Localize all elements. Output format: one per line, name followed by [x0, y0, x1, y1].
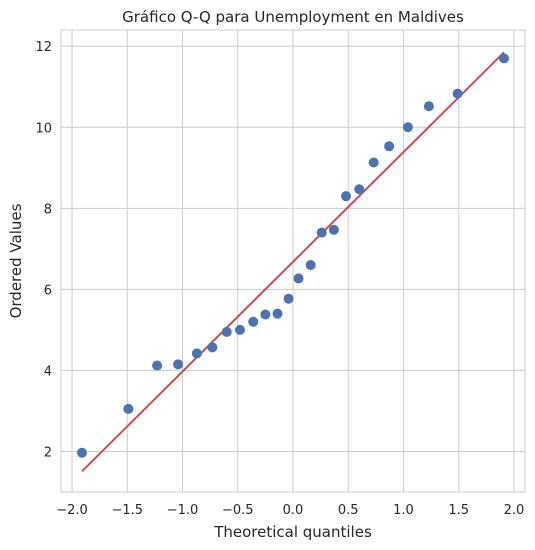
data-point	[272, 308, 283, 319]
data-point	[368, 157, 379, 168]
reference-line-layer	[81, 51, 505, 473]
x-axis-ticks: −2.0 −1.5 −1.0 −0.5 0.0 0.5 1.0 1.5 2.0	[56, 503, 524, 518]
y-axis-ticks: 2 4 6 8 10 12	[35, 40, 52, 460]
x-tick-label: −2.0	[56, 503, 88, 518]
x-tick-label: −1.0	[167, 503, 199, 518]
x-tick-label: 1.5	[448, 503, 469, 518]
data-point	[283, 293, 294, 304]
data-point	[173, 359, 184, 370]
y-tick-label: 4	[44, 364, 52, 379]
data-point	[384, 141, 395, 152]
data-point	[354, 184, 365, 195]
x-tick-label: 1.0	[393, 503, 414, 518]
data-point	[423, 101, 434, 112]
data-point	[221, 326, 232, 337]
x-tick-label: −0.5	[222, 503, 254, 518]
data-point	[191, 348, 202, 359]
data-point	[234, 324, 245, 335]
chart-title: Gráfico Q-Q para Unemployment en Maldive…	[122, 8, 464, 26]
x-axis-label: Theoretical quantiles	[213, 523, 372, 541]
data-point	[305, 260, 316, 271]
y-tick-label: 12	[35, 40, 52, 55]
y-tick-label: 2	[44, 445, 52, 460]
reference-line	[81, 51, 505, 473]
data-point	[248, 316, 259, 327]
y-tick-label: 10	[35, 121, 52, 136]
x-tick-label: 2.0	[504, 503, 525, 518]
data-point	[123, 403, 134, 414]
x-tick-label: 0.0	[283, 503, 304, 518]
data-point	[402, 122, 413, 133]
data-point	[207, 342, 218, 353]
y-tick-label: 8	[44, 202, 52, 217]
data-point	[452, 88, 463, 99]
x-tick-label: 0.5	[338, 503, 359, 518]
data-point	[499, 53, 510, 64]
data-points	[76, 53, 510, 458]
data-point	[76, 447, 87, 458]
y-tick-label: 6	[44, 283, 52, 298]
data-point	[260, 309, 271, 320]
data-point	[316, 227, 327, 238]
data-point	[328, 224, 339, 235]
data-point	[152, 360, 163, 371]
grid	[61, 30, 525, 492]
data-point	[293, 273, 304, 284]
x-tick-label: −1.5	[111, 503, 143, 518]
data-point	[341, 191, 352, 202]
y-axis-label: Ordered Values	[7, 203, 25, 318]
